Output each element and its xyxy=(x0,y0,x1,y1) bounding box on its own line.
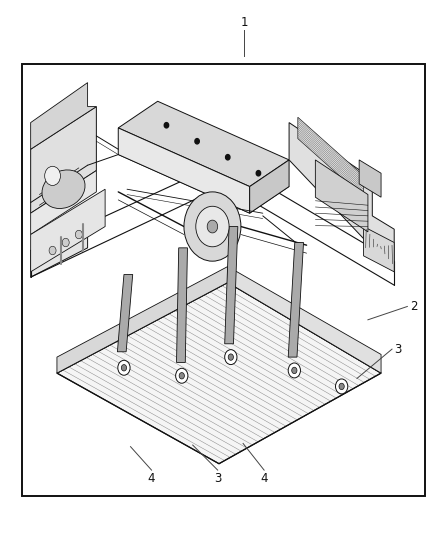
Polygon shape xyxy=(57,282,381,464)
Polygon shape xyxy=(57,282,381,464)
Circle shape xyxy=(207,220,218,233)
Polygon shape xyxy=(57,282,381,464)
Bar xyxy=(22,64,425,496)
Polygon shape xyxy=(118,101,289,187)
Polygon shape xyxy=(250,160,289,213)
Polygon shape xyxy=(22,64,425,496)
Polygon shape xyxy=(57,282,381,464)
Polygon shape xyxy=(57,282,381,464)
Polygon shape xyxy=(57,282,381,464)
Polygon shape xyxy=(57,282,381,464)
Polygon shape xyxy=(31,221,88,277)
Polygon shape xyxy=(177,248,187,362)
Polygon shape xyxy=(57,282,381,464)
Polygon shape xyxy=(118,128,289,213)
Polygon shape xyxy=(57,282,381,464)
Polygon shape xyxy=(298,117,364,197)
Circle shape xyxy=(196,206,229,247)
Polygon shape xyxy=(298,117,364,197)
Text: 4: 4 xyxy=(260,472,268,484)
Circle shape xyxy=(339,383,344,390)
Circle shape xyxy=(292,367,297,374)
Circle shape xyxy=(45,166,60,185)
Polygon shape xyxy=(57,282,381,464)
Ellipse shape xyxy=(42,170,85,208)
Polygon shape xyxy=(298,117,364,197)
Circle shape xyxy=(179,373,184,379)
Polygon shape xyxy=(57,282,381,464)
Polygon shape xyxy=(57,266,228,373)
Circle shape xyxy=(49,246,56,255)
Polygon shape xyxy=(31,107,96,213)
Polygon shape xyxy=(57,282,381,464)
Polygon shape xyxy=(57,282,381,464)
Polygon shape xyxy=(57,282,381,464)
Polygon shape xyxy=(359,160,381,197)
Polygon shape xyxy=(289,123,394,261)
Polygon shape xyxy=(364,227,394,272)
Polygon shape xyxy=(228,266,381,373)
Polygon shape xyxy=(298,117,364,197)
Polygon shape xyxy=(57,282,381,464)
Text: 4: 4 xyxy=(148,472,155,484)
Circle shape xyxy=(176,368,188,383)
Polygon shape xyxy=(298,117,364,197)
Polygon shape xyxy=(57,282,381,464)
Polygon shape xyxy=(57,282,381,464)
Polygon shape xyxy=(57,282,381,464)
Polygon shape xyxy=(118,128,250,213)
Polygon shape xyxy=(298,117,364,197)
Circle shape xyxy=(256,171,261,176)
Polygon shape xyxy=(57,282,381,464)
Polygon shape xyxy=(225,227,238,344)
Circle shape xyxy=(288,363,300,378)
Circle shape xyxy=(121,365,127,371)
Circle shape xyxy=(184,192,241,261)
Polygon shape xyxy=(57,282,381,464)
Circle shape xyxy=(62,238,69,247)
Text: 1: 1 xyxy=(240,16,248,29)
Polygon shape xyxy=(298,117,364,197)
Polygon shape xyxy=(57,282,381,464)
Polygon shape xyxy=(298,117,364,197)
Polygon shape xyxy=(57,282,381,464)
Text: 2: 2 xyxy=(410,300,418,313)
Polygon shape xyxy=(57,282,381,464)
Circle shape xyxy=(164,123,169,128)
Polygon shape xyxy=(298,117,364,197)
Polygon shape xyxy=(57,282,381,464)
Polygon shape xyxy=(298,117,364,197)
Polygon shape xyxy=(298,117,364,197)
Circle shape xyxy=(336,379,348,394)
Polygon shape xyxy=(57,282,381,464)
Polygon shape xyxy=(57,282,381,464)
Polygon shape xyxy=(298,117,364,197)
Polygon shape xyxy=(288,243,304,357)
Polygon shape xyxy=(31,83,96,149)
Polygon shape xyxy=(57,282,381,464)
Polygon shape xyxy=(57,282,381,464)
Circle shape xyxy=(225,350,237,365)
Polygon shape xyxy=(31,171,96,235)
Polygon shape xyxy=(31,189,105,272)
Text: 3: 3 xyxy=(394,343,401,356)
Circle shape xyxy=(228,354,233,360)
Polygon shape xyxy=(57,282,381,464)
Circle shape xyxy=(226,155,230,160)
Circle shape xyxy=(75,230,82,239)
Polygon shape xyxy=(315,160,368,232)
Circle shape xyxy=(118,360,130,375)
Polygon shape xyxy=(57,282,381,464)
Circle shape xyxy=(195,139,199,144)
Text: 3: 3 xyxy=(214,472,221,484)
Polygon shape xyxy=(117,274,133,352)
Polygon shape xyxy=(298,117,364,197)
Polygon shape xyxy=(57,282,381,464)
